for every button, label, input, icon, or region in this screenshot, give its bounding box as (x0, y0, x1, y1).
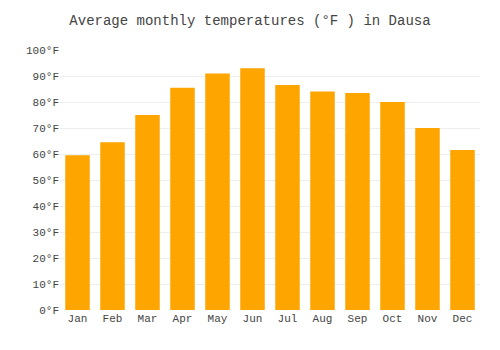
svg-text:Mar: Mar (138, 313, 158, 325)
svg-text:80°F: 80°F (33, 97, 59, 109)
svg-text:Feb: Feb (103, 313, 123, 325)
svg-text:Jul: Jul (278, 313, 298, 325)
svg-text:Apr: Apr (173, 313, 193, 325)
svg-text:Oct: Oct (383, 313, 403, 325)
svg-text:100°F: 100°F (26, 45, 59, 57)
svg-text:0°F: 0°F (39, 305, 59, 317)
svg-text:70°F: 70°F (33, 123, 59, 135)
svg-text:50°F: 50°F (33, 175, 59, 187)
svg-text:30°F: 30°F (33, 227, 59, 239)
svg-text:10°F: 10°F (33, 279, 59, 291)
svg-text:60°F: 60°F (33, 149, 59, 161)
svg-text:Jun: Jun (243, 313, 263, 325)
svg-text:Nov: Nov (418, 313, 438, 325)
svg-text:90°F: 90°F (33, 71, 59, 83)
svg-text:Average monthly temperatures (: Average monthly temperatures (°F ) in Da… (69, 13, 430, 29)
svg-text:Aug: Aug (313, 313, 333, 325)
svg-text:40°F: 40°F (33, 201, 59, 213)
svg-text:Jan: Jan (68, 313, 88, 325)
svg-text:20°F: 20°F (33, 253, 59, 265)
svg-text:May: May (208, 313, 228, 325)
svg-text:Sep: Sep (348, 313, 368, 325)
svg-text:Dec: Dec (453, 313, 473, 325)
